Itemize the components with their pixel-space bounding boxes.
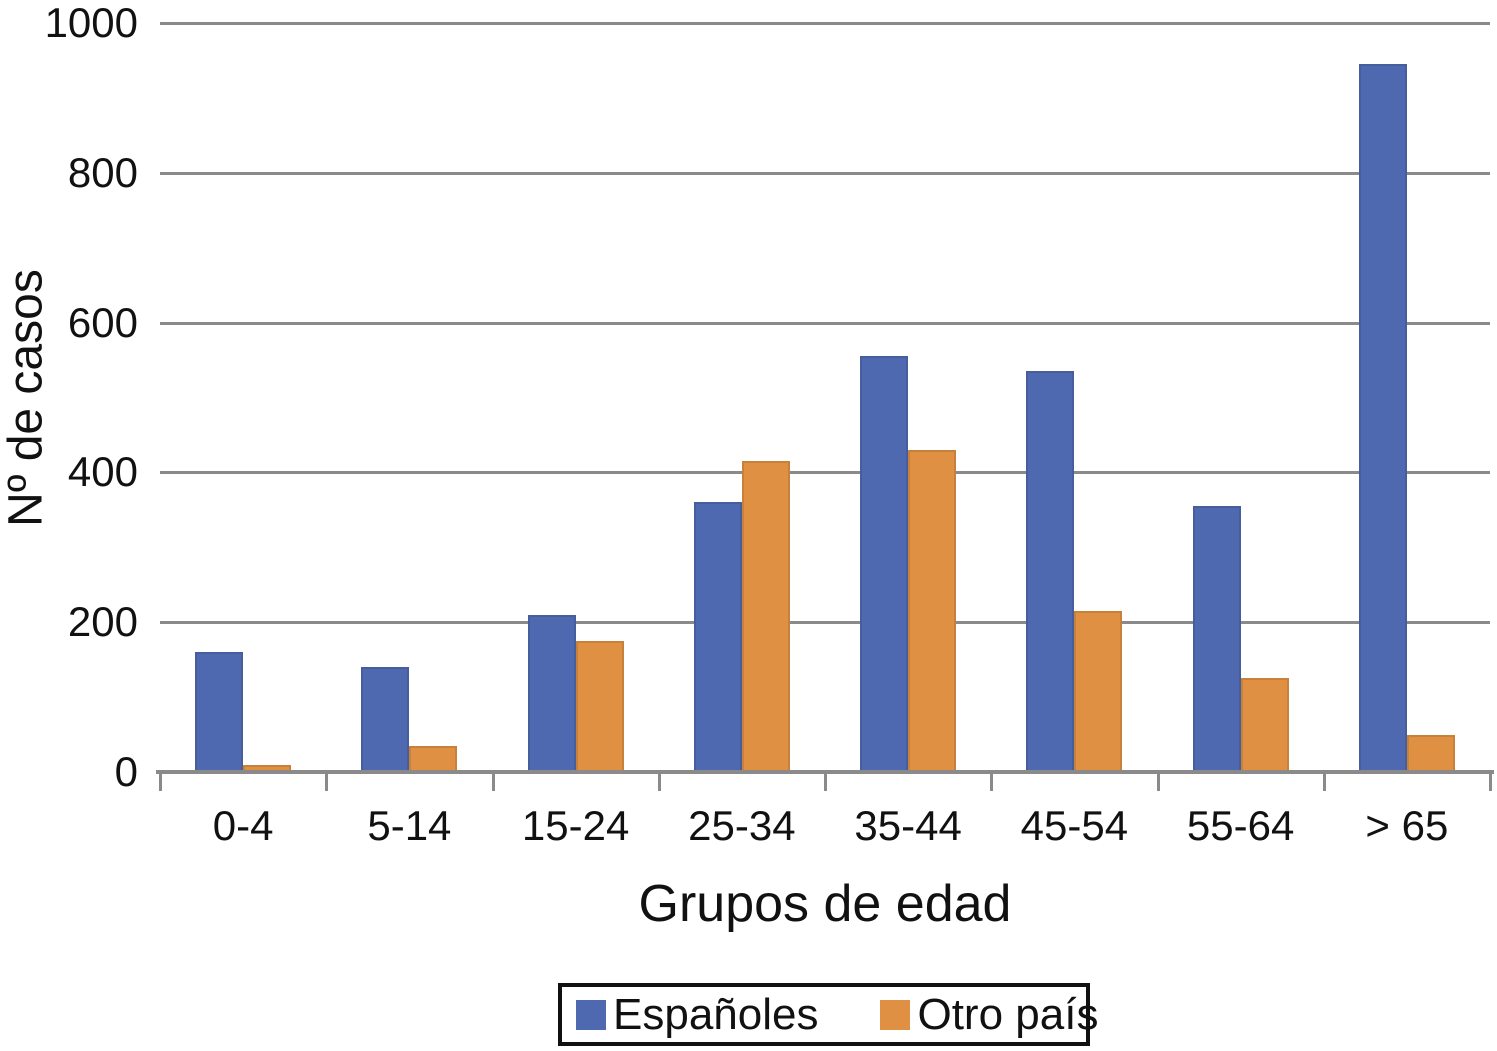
- y-tick-label-1000: 1000: [44, 0, 138, 46]
- bar-group-45-54: [991, 23, 1157, 772]
- y-tick-label-600: 600: [67, 298, 138, 346]
- bar-Otro país-45-54: [1074, 610, 1123, 772]
- gridline-1000: [160, 22, 1490, 25]
- x-category-label-55-64: 55-64: [1186, 802, 1295, 849]
- bar-group-25-34: [659, 23, 825, 772]
- x-tick-mark: [491, 774, 495, 791]
- bar-group-55-64: [1158, 23, 1324, 772]
- legend-item-otro-pais: Otro país: [880, 989, 1099, 1039]
- bar-Otro país-0-4: [243, 764, 292, 772]
- y-tick-label-400: 400: [67, 448, 138, 496]
- bar-Otro país-15-24: [575, 640, 624, 772]
- legend-label-otro-pais: Otro país: [917, 989, 1099, 1039]
- plot-area: [160, 22, 1490, 772]
- bar-Otro país-55-64: [1240, 678, 1289, 772]
- x-tick-mark: [824, 774, 827, 791]
- x-category-label-25-34: 25-34: [688, 802, 796, 849]
- bar-Otro país-25-34: [741, 461, 790, 772]
- gridline-400: [160, 471, 1490, 475]
- bar-group-5-14: [326, 23, 492, 772]
- legend-item-espanoles: Españoles: [576, 989, 819, 1039]
- bar-Españoles-0-4: [195, 652, 244, 772]
- x-tick-mark: [657, 774, 661, 791]
- y-tick-label-800: 800: [67, 148, 138, 196]
- y-tick-label-200: 200: [67, 598, 138, 646]
- bar-group-35-44: [825, 23, 991, 772]
- legend: Españoles Otro país: [558, 983, 1098, 1046]
- espanoles-swatch-icon: [576, 999, 606, 1030]
- legend-label-espanoles: Españoles: [613, 989, 819, 1039]
- gridline-200: [160, 621, 1490, 625]
- x-category-label-> 65: > 65: [1365, 802, 1449, 849]
- bar-Otro país-35-44: [908, 449, 957, 772]
- bar-group-> 65: [1324, 23, 1490, 772]
- x-tick-mark: [159, 774, 162, 791]
- x-tick-mark: [325, 774, 329, 791]
- x-category-label-5-14: 5-14: [367, 802, 452, 849]
- x-tick-mark: [1322, 774, 1326, 791]
- bar-group-15-24: [493, 23, 659, 772]
- y-tick-label-0: 0: [114, 748, 138, 795]
- bar-group-0-4: [160, 23, 326, 772]
- bar-Españoles-15-24: [527, 614, 576, 772]
- x-axis-title: Grupos de edad: [638, 875, 1012, 933]
- x-category-label-35-44: 35-44: [854, 802, 962, 849]
- bar-Españoles-25-34: [693, 502, 742, 772]
- bar-Españoles-> 65: [1358, 64, 1407, 772]
- bar-Españoles-35-44: [860, 356, 909, 772]
- bar-Españoles-5-14: [361, 667, 410, 772]
- gridline-600: [160, 321, 1490, 325]
- bar-Españoles-55-64: [1192, 506, 1241, 772]
- x-axis-line: [156, 770, 1494, 774]
- x-tick-mark: [990, 774, 994, 791]
- bar-Otro país-> 65: [1406, 734, 1455, 772]
- otro-pais-swatch-icon: [880, 999, 911, 1030]
- x-tick-mark: [1156, 774, 1160, 791]
- bar-Españoles-45-54: [1026, 371, 1075, 772]
- x-category-label-0-4: 0-4: [212, 802, 274, 849]
- gridline-800: [160, 171, 1490, 175]
- x-tick-mark: [1489, 774, 1492, 791]
- bar-Otro país-5-14: [409, 745, 458, 772]
- x-category-label-15-24: 15-24: [521, 802, 630, 849]
- x-category-label-45-54: 45-54: [1020, 802, 1129, 849]
